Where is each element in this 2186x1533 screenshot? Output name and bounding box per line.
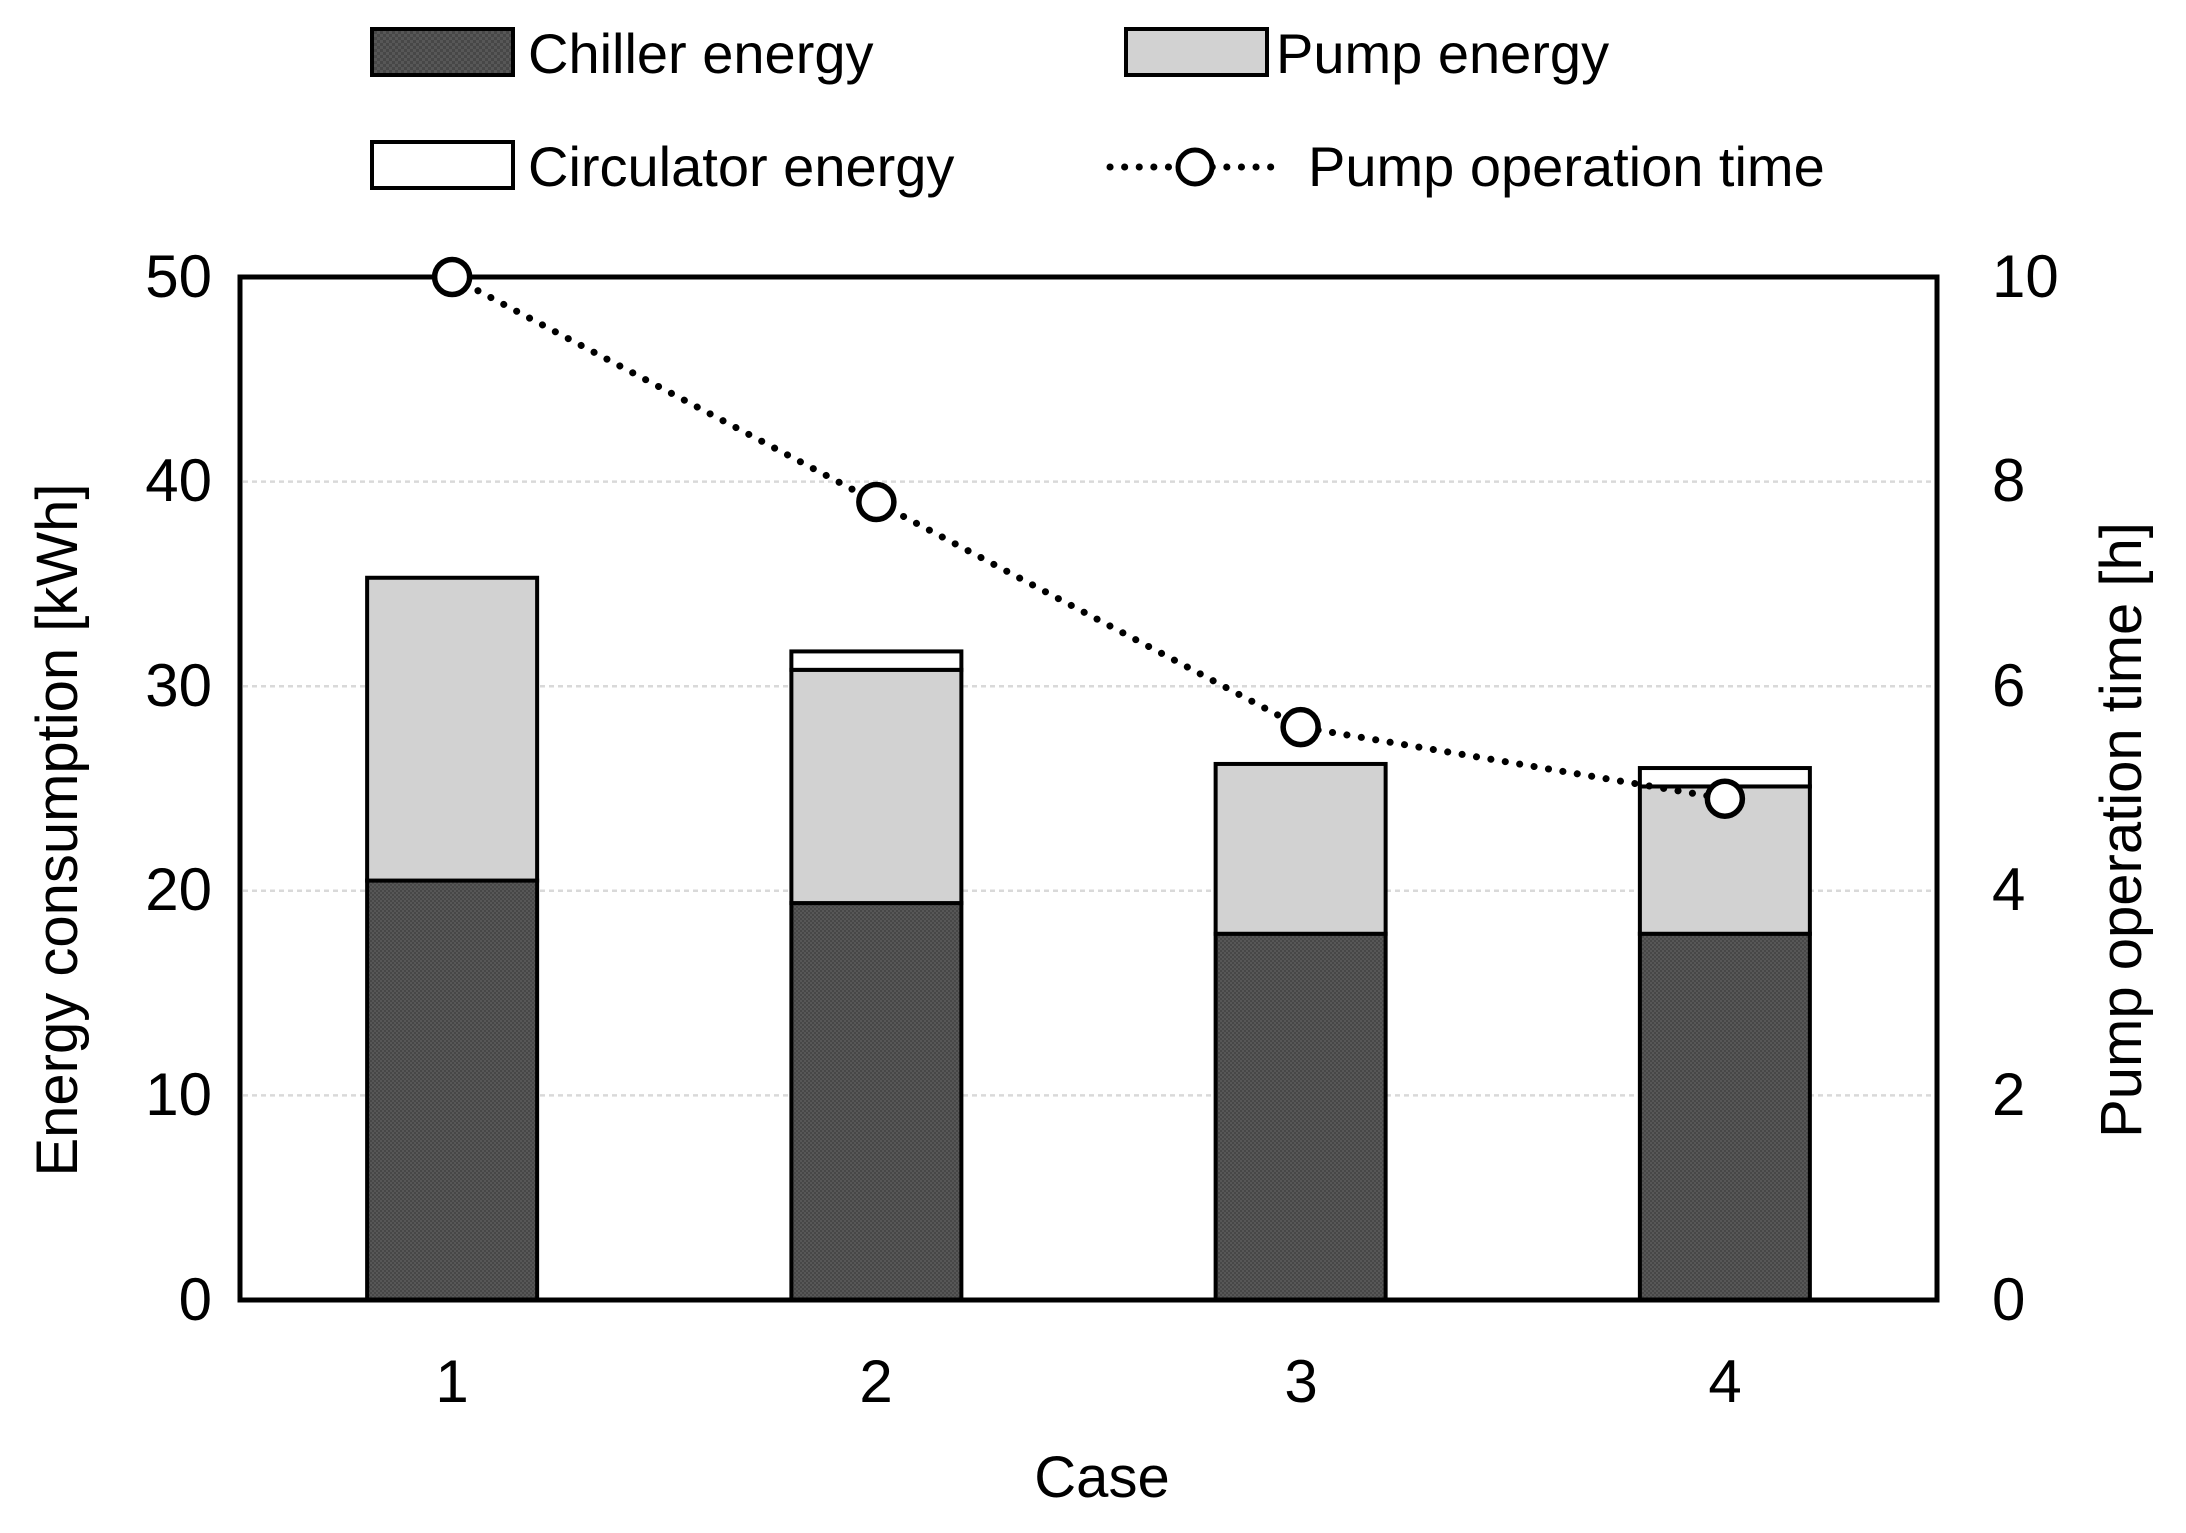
- bar-case-3-pump-energy: [1213, 761, 1388, 936]
- right-axis-tick-0: 0: [1992, 1266, 2026, 1333]
- legend-label: Chiller energy: [528, 22, 874, 85]
- bar-case-2-pump-energy: [789, 667, 964, 906]
- left-axis-tick-30: 30: [145, 652, 212, 719]
- pump-operation-time-line: [448, 273, 1729, 803]
- chiller-energy-swatch: [370, 27, 515, 77]
- right-axis-tick-10: 10: [1992, 243, 2059, 310]
- x-tick-case-4: 4: [1708, 1348, 1742, 1415]
- bar-case-2-chiller-energy: [789, 901, 964, 1302]
- x-tick-case-2: 2: [859, 1348, 893, 1415]
- left-axis-tick-20: 20: [145, 856, 212, 923]
- left-axis-tick-40: 40: [145, 447, 212, 514]
- left-axis-tick-50: 50: [145, 243, 212, 310]
- left-axis-tick-0: 0: [178, 1266, 212, 1333]
- right-axis-tick-4: 4: [1992, 856, 2026, 923]
- pump-time-marker-case-4: [1704, 778, 1746, 819]
- right-axis-tick-8: 8: [1992, 447, 2026, 514]
- plot-border: [237, 274, 1940, 1303]
- bar-case-4-chiller-energy: [1637, 931, 1812, 1302]
- legend-label: Pump energy: [1276, 22, 1610, 85]
- bar-case-3-chiller-energy: [1213, 931, 1388, 1302]
- legend-label: Circulator energy: [528, 135, 955, 198]
- right-axis-tick-2: 2: [1992, 1061, 2026, 1128]
- pump-time-marker-case-2: [856, 481, 897, 523]
- pump-energy-swatch: [1124, 27, 1269, 77]
- pump-time-marker-case-1: [431, 256, 473, 298]
- x-axis-title: Case: [1034, 1445, 1170, 1510]
- left-axis-tick-10: 10: [145, 1061, 212, 1128]
- bar-case-2-circulator-energy: [789, 649, 964, 672]
- bar-case-1-pump-energy: [365, 575, 540, 883]
- legend-label: Pump operation time: [1308, 135, 1825, 198]
- pump-operation-time-marker-icon: [1106, 147, 1284, 187]
- x-tick-case-1: 1: [435, 1348, 469, 1415]
- left-axis-title: Energy consumption [kWh]: [25, 483, 90, 1177]
- circulator-energy-swatch: [370, 140, 515, 190]
- bar-case-1-chiller-energy: [365, 878, 540, 1302]
- right-axis-title: Pump operation time [h]: [2089, 522, 2154, 1138]
- pump-time-marker-case-3: [1280, 706, 1321, 748]
- right-axis-tick-6: 6: [1992, 652, 2026, 719]
- x-tick-case-3: 3: [1284, 1348, 1318, 1415]
